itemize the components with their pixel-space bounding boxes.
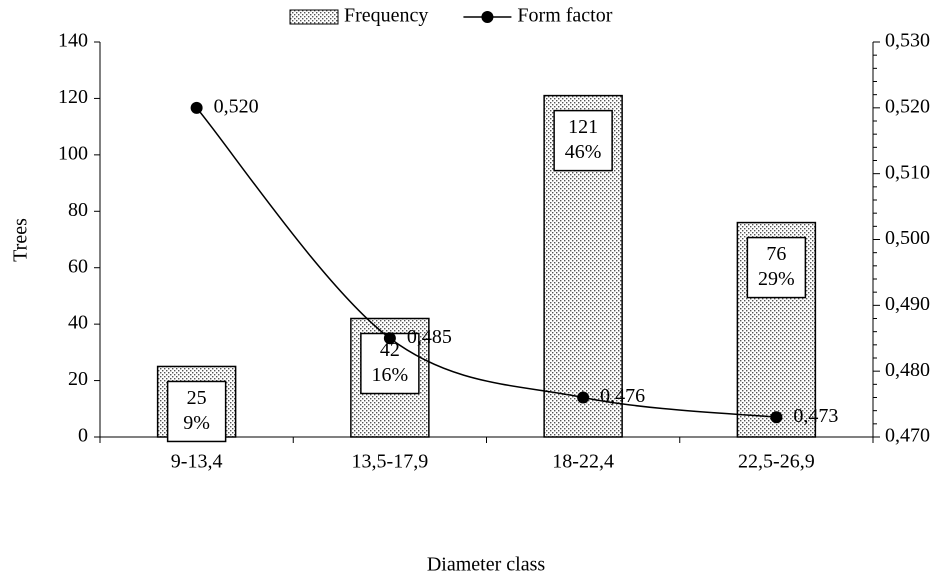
value-label: 42 (380, 339, 400, 361)
value-label: 76 (766, 243, 786, 265)
legend-swatch (481, 11, 494, 23)
label-box (553, 109, 613, 172)
value-label: 0,520 (214, 95, 259, 117)
y-tick-label: 40 (68, 312, 88, 334)
y-tick-label: 120 (58, 86, 88, 108)
y-tick-label: 0 (78, 425, 88, 447)
y-tick-label: 140 (58, 30, 88, 52)
line (196, 107, 777, 418)
y2-tick-label: 0,470 (885, 425, 930, 447)
marker (383, 332, 396, 345)
x-axis-title: Diameter class (427, 554, 545, 576)
value-label: 25 (187, 387, 207, 409)
x-tick-label: 9-13,4 (171, 451, 223, 473)
y-axis-title: Trees (10, 218, 32, 262)
y-tick-label: 60 (68, 255, 88, 277)
legend-swatch (289, 9, 339, 25)
marker (190, 101, 203, 114)
value-label: 0,485 (407, 326, 452, 348)
label-box (166, 380, 227, 443)
y2-tick-label: 0,520 (885, 95, 930, 117)
value-label: 121 (568, 116, 598, 138)
y2-tick-label: 0,500 (885, 227, 930, 249)
y2-tick-label: 0,480 (885, 359, 930, 381)
y-tick-label: 20 (68, 368, 88, 390)
marker (770, 411, 783, 424)
legend-label: Form factor (517, 5, 612, 27)
percent-label: 16% (372, 364, 409, 386)
percent-label: 46% (565, 141, 602, 163)
x-tick-label: 22,5-26,9 (738, 451, 815, 473)
y-tick-label: 100 (58, 142, 88, 164)
x-tick-label: 18-22,4 (552, 451, 614, 473)
value-label: 0,473 (793, 405, 838, 427)
percent-label: 29% (758, 268, 795, 290)
y-tick-label: 80 (68, 199, 88, 221)
y2-tick-label: 0,510 (885, 161, 930, 183)
value-label: 0,476 (600, 385, 645, 407)
y2-tick-label: 0,490 (885, 293, 930, 315)
label-box (746, 236, 807, 299)
legend-label: Frequency (344, 5, 428, 27)
x-tick-label: 13,5-17,9 (352, 451, 429, 473)
y2-tick-label: 0,530 (885, 30, 930, 52)
percent-label: 9% (183, 412, 210, 434)
marker (577, 391, 590, 404)
